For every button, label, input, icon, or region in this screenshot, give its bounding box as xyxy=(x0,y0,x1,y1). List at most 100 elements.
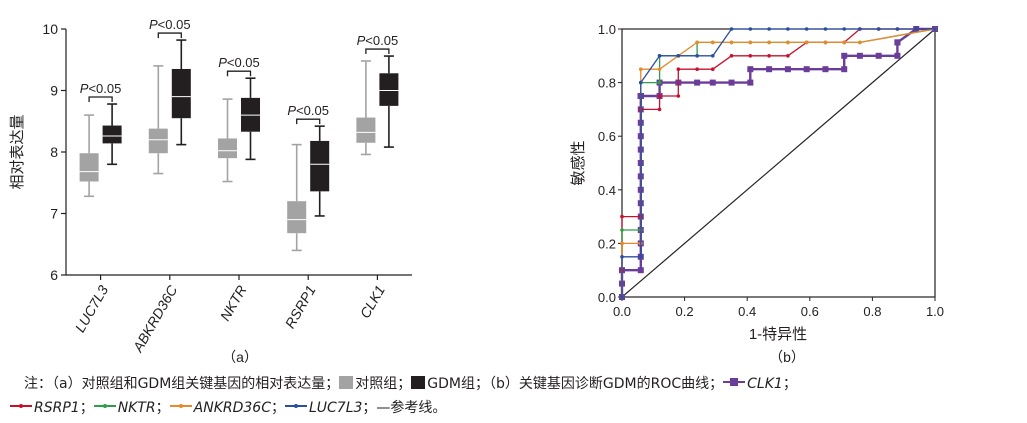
significance-label: P<0.05 xyxy=(149,17,191,32)
roc-panel: 0.0 0.2 0.4 0.6 0.8 1.0 0.0 0.2 0.4 0.6 0.8 1.0 1-特异… xyxy=(570,22,944,365)
rsrp1-point xyxy=(786,54,790,58)
y-axis-label: 相对表达量 xyxy=(9,114,26,189)
y-tick-label: 0.4 xyxy=(598,183,616,198)
y-tick-label: 0.6 xyxy=(598,129,616,144)
rsrp1-point xyxy=(767,54,771,58)
x-tick-label: RSRP1 xyxy=(282,283,319,331)
rsrp1-legend-icon xyxy=(10,401,32,411)
x-tick-label: 0.0 xyxy=(613,304,631,319)
caption-control-label: 对照组； xyxy=(355,376,412,392)
significance-bracket xyxy=(226,70,252,77)
ankrd36c-point xyxy=(858,40,862,45)
significance-bracket xyxy=(365,48,390,55)
ankrd36c-point xyxy=(729,40,734,45)
caption-line-1: 注：（a）对照组和GDM组关键基因的相对表达量； 对照组； GDM组；（b）关键基因… xyxy=(24,375,1027,393)
ankrd36c-point xyxy=(823,40,828,45)
luc7l3-point xyxy=(876,27,881,31)
luc7l3-point xyxy=(620,254,624,259)
luc7l3-point xyxy=(767,27,771,31)
y-tick-label: 0.0 xyxy=(598,290,616,305)
luc7l3-point xyxy=(638,254,643,259)
significance-bracket xyxy=(88,96,113,103)
ankrd36c-point xyxy=(695,40,699,45)
y-tick-label: 8 xyxy=(50,144,58,160)
gdm-box xyxy=(102,125,122,144)
gdm-swatch-icon xyxy=(411,376,426,389)
ankrd36c-point xyxy=(767,40,771,45)
significance-label: P<0.05 xyxy=(218,55,260,70)
y-tick-label: 0.2 xyxy=(598,236,616,251)
luc7l3-point xyxy=(895,27,900,31)
y-tick-label: 6 xyxy=(50,267,58,283)
boxplot-panel: 6 7 8 9 10 相对表达量 LUC7L3 P<0.05 ABKRD36C P<0.05 NKT… xyxy=(9,17,412,365)
clk1-point xyxy=(841,52,848,59)
rsrp1-point xyxy=(676,67,681,71)
caption-nktr-label: NKTR xyxy=(117,400,156,416)
luc7l3-point xyxy=(638,80,643,85)
caption-gdm-label: GDM组； xyxy=(427,376,490,392)
clk1-point xyxy=(875,52,882,59)
rsrp1-point xyxy=(729,54,734,58)
y-tick-label: 0.8 xyxy=(598,76,616,91)
significance-label: P<0.05 xyxy=(80,81,122,96)
rsrp1-point xyxy=(620,214,624,219)
ankrd36c-point xyxy=(786,40,790,45)
rsrp1-point xyxy=(695,67,699,71)
luc7l3-roc-curve xyxy=(621,28,935,297)
clk1-point xyxy=(856,52,863,59)
control-box xyxy=(79,153,99,182)
ankrd36c-point xyxy=(657,67,662,71)
caption-clk1-label: CLK1 xyxy=(747,376,783,392)
panel-a-label: （a） xyxy=(222,349,258,365)
caption-line-2: RSRP1； NKTR； ANKRD36C； LUC7L3；—参考线。 xyxy=(10,399,1022,417)
x-tick-label: 0.6 xyxy=(801,304,819,319)
caption-prefix: 注：（a）对照组和GDM组关键基因的相对表达量； xyxy=(24,376,340,392)
y-tick-label: 10 xyxy=(42,21,58,37)
clk1-point xyxy=(894,52,901,59)
x-tick-label: NKTR xyxy=(217,283,250,324)
x-tick-label: 0.8 xyxy=(863,304,881,319)
nktr-point xyxy=(657,80,662,85)
luc7l3-point xyxy=(914,27,919,31)
ankrd36c-point xyxy=(620,241,624,246)
ankrd36c-point xyxy=(748,40,753,45)
luc7l3-point xyxy=(804,27,809,31)
caption-clk1-tail: ； xyxy=(782,376,797,392)
y-tick-label: 9 xyxy=(50,83,58,99)
caption-luc7l3-label: LUC7L3 xyxy=(308,400,363,416)
caption-luc7l3-tail: ； xyxy=(362,400,377,416)
ankrd36c-point xyxy=(804,40,809,45)
luc7l3-legend-icon xyxy=(284,401,307,411)
significance-label: P<0.05 xyxy=(357,33,399,48)
clk1-point xyxy=(784,66,791,73)
control-box xyxy=(148,128,168,154)
x-tick-label: CLK1 xyxy=(357,283,388,321)
clk1-point xyxy=(694,79,701,86)
rsrp1-point xyxy=(676,94,681,98)
ankrd36c-point xyxy=(842,40,847,45)
luc7l3-point xyxy=(729,27,734,31)
ankrd36c-legend-icon xyxy=(169,401,192,411)
y-tick-label: 7 xyxy=(50,206,58,222)
x-tick-label: ABKRD36C xyxy=(129,282,181,356)
x-tick-label: 1.0 xyxy=(926,304,944,319)
rsrp1-point xyxy=(748,54,753,58)
control-box xyxy=(356,117,376,143)
control-box xyxy=(287,201,307,234)
significance-label: P<0.05 xyxy=(287,103,329,118)
clk1-point xyxy=(728,79,735,86)
significance-bracket xyxy=(157,32,182,39)
gdm-box xyxy=(171,68,191,119)
caption-reference-label: —参考线。 xyxy=(376,400,447,416)
luc7l3-point xyxy=(786,27,790,31)
x-axis-label: 1-特异性 xyxy=(749,326,807,343)
caption-rsrp1-tail: ； xyxy=(79,400,94,416)
caption-mid: （b）关键基因诊断GDM的ROC曲线； xyxy=(489,376,724,392)
gdm-box xyxy=(310,140,330,192)
ankrd36c-point xyxy=(638,67,643,71)
luc7l3-point xyxy=(620,295,624,299)
luc7l3-point xyxy=(657,54,662,58)
caption-nktr-tail: ； xyxy=(155,400,170,416)
significance-bracket xyxy=(296,118,321,125)
clk1-point xyxy=(747,66,754,73)
